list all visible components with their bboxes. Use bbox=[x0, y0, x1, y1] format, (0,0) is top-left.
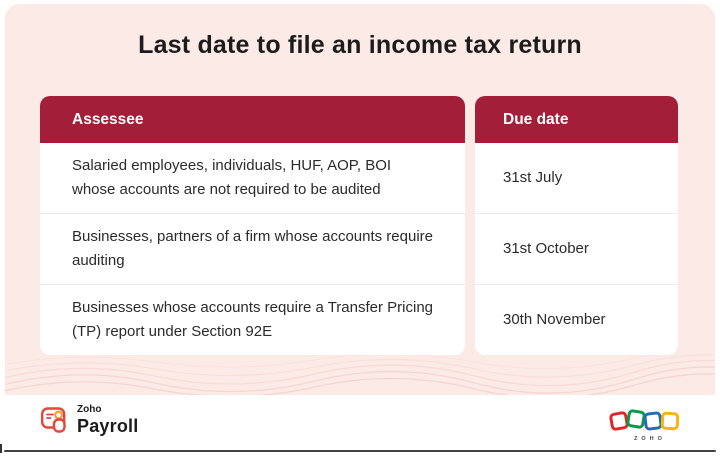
assessee-cell-row-1: Salaried employees, individuals, HUF, AO… bbox=[72, 157, 392, 198]
due-date-column: Due date 31st July 31st October 30th Nov… bbox=[475, 96, 678, 355]
bottom-border-line bbox=[4, 450, 716, 452]
background-panel: Last date to file an income tax return A… bbox=[5, 4, 715, 395]
assessee-cell-row-3: Businesses whose accounts require a Tran… bbox=[40, 284, 465, 355]
page-title: Last date to file an income tax return bbox=[138, 31, 582, 59]
due-date-cell-row-3: 30th November bbox=[475, 284, 678, 355]
wave-pattern-decoration bbox=[5, 353, 715, 395]
assessee-column-body: Salaried employees, individuals, HUF, AO… bbox=[40, 143, 465, 355]
due-date-cell-row-2: 31st October bbox=[475, 213, 678, 284]
assessee-cell-row-2: Businesses, partners of a firm whose acc… bbox=[40, 213, 465, 284]
assessee-column: Assessee Salaried employees, individuals… bbox=[40, 96, 465, 355]
due-date-cell-row-1: 31st July bbox=[503, 169, 563, 187]
brand-name-zoho: Zoho bbox=[77, 404, 102, 415]
brand-name-payroll: Payroll bbox=[77, 416, 139, 436]
due-date-column-header: Due date bbox=[475, 96, 678, 143]
assessee-column-header: Assessee bbox=[40, 96, 465, 143]
due-date-table: Assessee Salaried employees, individuals… bbox=[40, 96, 678, 355]
zoho-logo-square-yellow-icon bbox=[660, 411, 680, 431]
brand-text: Zoho Payroll bbox=[77, 404, 139, 436]
zoho-logo: ZOHO bbox=[608, 408, 682, 444]
payroll-wallet-icon bbox=[41, 407, 66, 433]
due-date-column-body: 31st July 31st October 30th November bbox=[475, 143, 678, 355]
bottom-left-tick bbox=[0, 444, 2, 453]
zoho-payroll-logo: Zoho Payroll bbox=[40, 405, 138, 435]
zoho-logo-wordmark: ZOHO bbox=[634, 436, 666, 442]
footer: Zoho Payroll ZOHO bbox=[0, 395, 720, 457]
